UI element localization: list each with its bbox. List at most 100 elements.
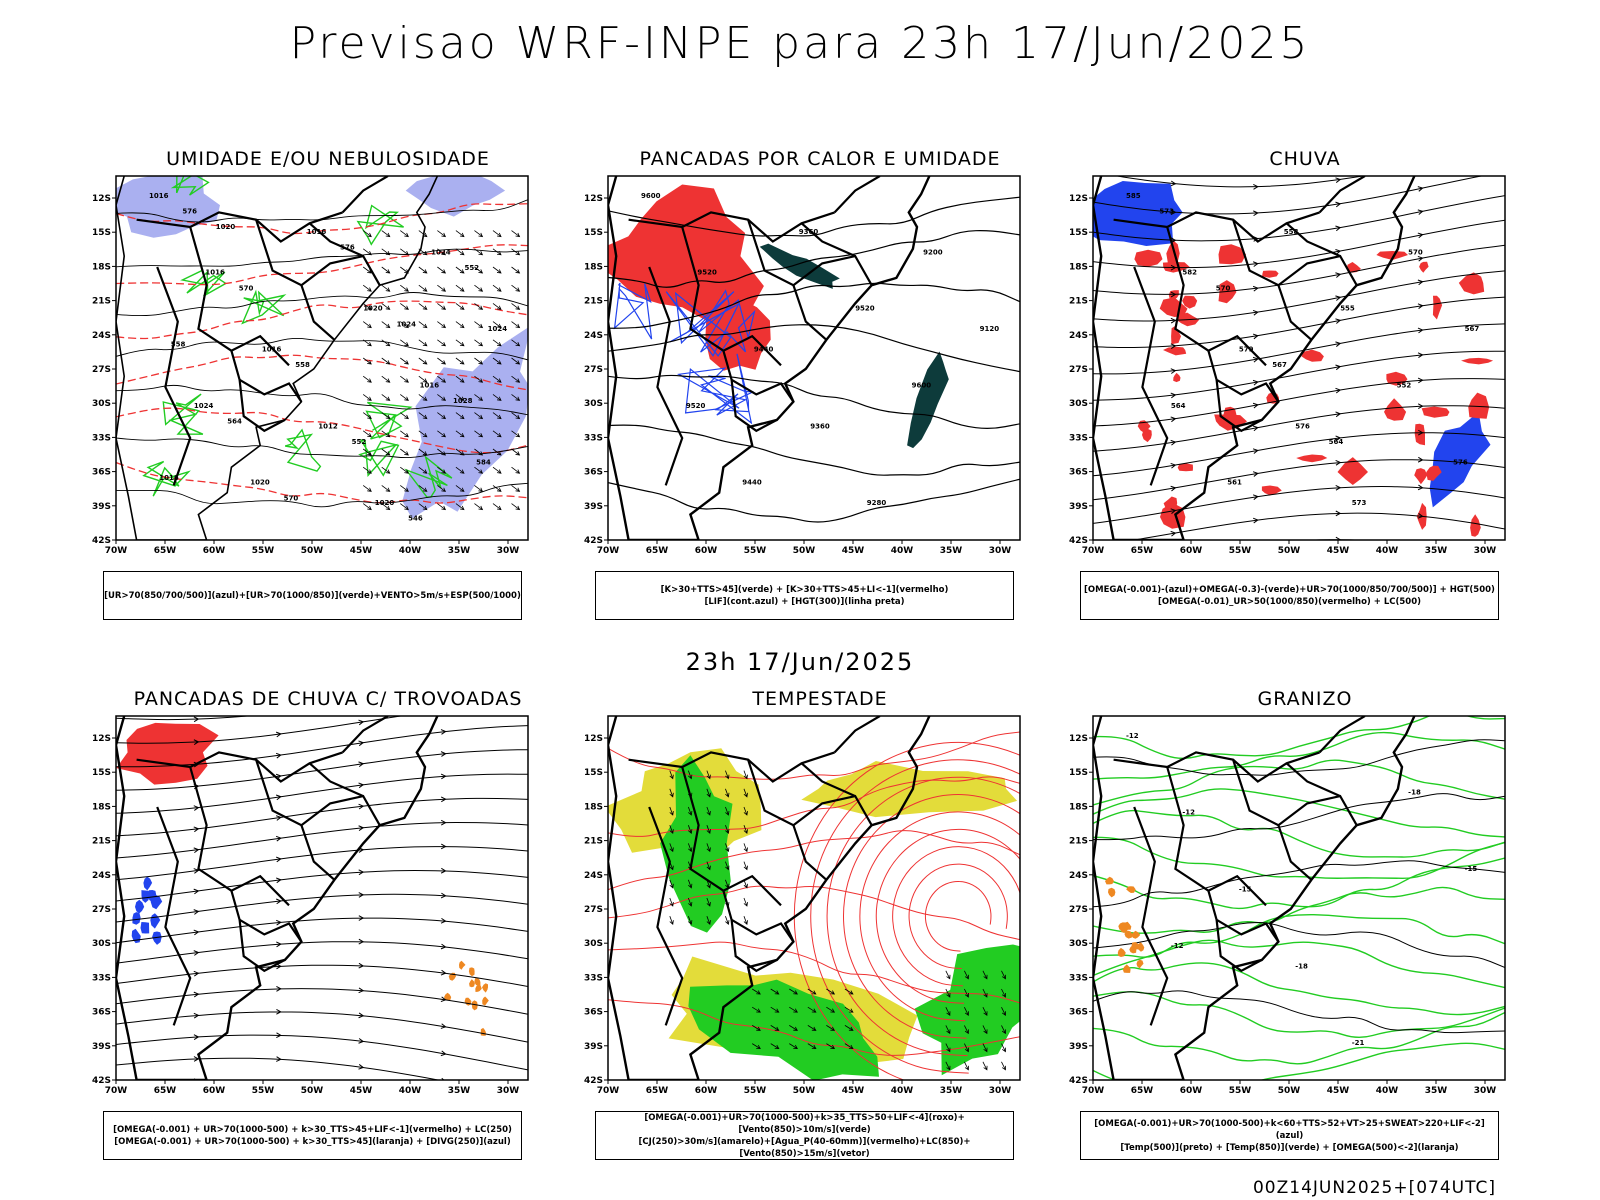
lon-label: 45W [1327, 1086, 1350, 1096]
instability-orange-area [475, 985, 482, 992]
wind-vector [511, 230, 521, 238]
wind-vector [437, 230, 447, 238]
state-border [341, 176, 389, 214]
contour-label: 584 [476, 458, 491, 466]
stream-arrow [441, 712, 446, 713]
humidity-1000-850-contour [365, 401, 413, 440]
instability-orange-area [459, 960, 466, 970]
height-500-contour [1131, 512, 1505, 540]
lon-label: 55W [744, 1086, 767, 1096]
wind-vector [511, 394, 521, 401]
lon-label: 65W [1131, 546, 1154, 556]
omega-blue-area [1429, 411, 1491, 508]
streamline-250 [116, 749, 528, 791]
wind-vector [381, 339, 391, 347]
height-500-contour [1093, 195, 1505, 242]
wind-vector [807, 988, 817, 995]
water-contour [608, 885, 1020, 941]
lat-label: 15S [92, 768, 111, 778]
lat-label: 21S [92, 297, 111, 307]
stream-arrow [1253, 542, 1258, 547]
contour-label: 567 [1272, 361, 1287, 369]
lat-label: 39S [92, 502, 111, 512]
wind-vector [492, 448, 502, 456]
wind-vector [437, 321, 447, 329]
lon-label: 70W [597, 1086, 620, 1096]
lon-label: 35W [448, 546, 471, 556]
stream-arrow [1170, 462, 1177, 469]
wind-vector [381, 466, 391, 474]
wind-vector [400, 503, 409, 511]
wind-vector [511, 503, 521, 511]
instability-orange-area [469, 979, 475, 988]
lon-label: 70W [597, 546, 620, 556]
lat-label: 27S [1069, 905, 1088, 915]
divergence-area [141, 890, 151, 903]
lon-label: 30W [497, 1086, 520, 1096]
wind-vector [362, 412, 372, 420]
humidity-1000-850-contour [162, 393, 204, 435]
wind-vector [474, 503, 484, 511]
streamline-250 [116, 1011, 528, 1043]
wind-vector [982, 1025, 988, 1035]
wind-vector [437, 503, 447, 511]
panel-umidade: UMIDADE E/OU NEBULOSIDADE 1016 1016 1016 10… [88, 148, 568, 620]
coastline [116, 176, 439, 540]
wind-vector [706, 806, 711, 816]
lat-label: 15S [584, 768, 603, 778]
stream-arrow [1170, 439, 1177, 446]
contour-label: 1024 [397, 320, 417, 328]
temp-850-contour [1093, 716, 1505, 760]
rain-area [1218, 244, 1246, 265]
stream-arrow [1252, 517, 1259, 524]
temp-500-contour [1093, 990, 1505, 1034]
rain-area [1142, 428, 1152, 443]
wind-vector [687, 879, 693, 889]
stream-arrow [276, 919, 282, 926]
wind-vector [362, 321, 372, 329]
streamline-250 [116, 797, 528, 837]
wind-vector [381, 412, 391, 420]
wind-vector [381, 430, 391, 438]
wind-vector [418, 448, 428, 456]
lat-label: 15S [1069, 228, 1088, 238]
contour-label: 1020 [375, 499, 395, 507]
wind-vector [492, 394, 502, 401]
lon-label: 30W [1474, 546, 1497, 556]
wind-vector [455, 394, 465, 401]
stream-arrow [1170, 392, 1177, 399]
map-layers: -12 -12 -15 -18 -21 -18 -15 -12 [1093, 716, 1505, 1080]
wind-vector [743, 861, 748, 871]
stream-arrow [1335, 411, 1342, 418]
lat-label: 27S [92, 905, 111, 915]
lat-label: 33S [1069, 433, 1088, 443]
water-contour [908, 863, 1008, 969]
lat-label: 24S [1069, 871, 1088, 881]
state-border [341, 716, 389, 754]
water-contour [608, 830, 1020, 891]
contour-label: -18 [1295, 962, 1308, 970]
wind-vector [381, 284, 391, 292]
lon-label: 65W [1131, 1086, 1154, 1096]
stream-arrow [358, 1012, 365, 1019]
stream-arrow [193, 970, 200, 977]
lon-label: 45W [842, 1086, 865, 1096]
wind-vector [1001, 1061, 1007, 1071]
wind-vector [418, 266, 428, 274]
wind-vector [511, 412, 521, 420]
wind-vector [455, 375, 465, 383]
stream-arrow [1417, 456, 1424, 463]
stream-arrow [358, 803, 365, 810]
wind-vector [706, 861, 711, 871]
state-border [1318, 716, 1366, 754]
contour-label: 9120 [980, 325, 1000, 333]
legend-line-1: [UR>70(850/700/500)](azul)+[UR>70(1000/8… [104, 590, 521, 601]
wind-vector [844, 1043, 854, 1050]
state-border [308, 762, 364, 798]
contour-label: 9600 [912, 381, 932, 389]
lat-label: 12S [1069, 194, 1088, 204]
coastline [116, 716, 439, 1080]
stream-arrow [193, 868, 200, 874]
wind-vector [492, 503, 502, 511]
wind-vector [807, 1025, 817, 1031]
